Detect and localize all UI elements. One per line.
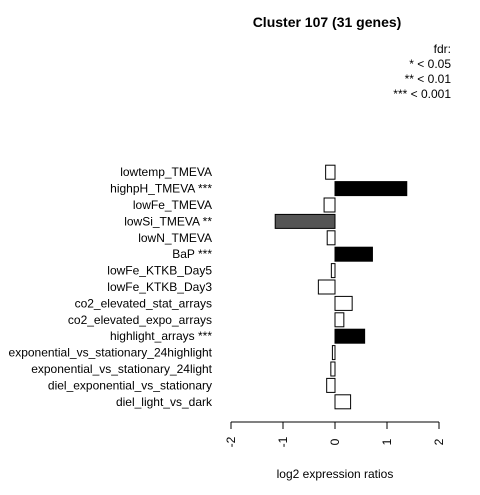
category-labels: lowtemp_TMEVA highpH_TMEVA *** lowFe_TMEVA… bbox=[9, 165, 213, 409]
category-label: lowN_TMEVA bbox=[138, 231, 212, 245]
bar bbox=[325, 164, 336, 180]
bar bbox=[334, 394, 352, 410]
bar bbox=[330, 263, 336, 279]
category-label: diel_exponential_vs_stationary bbox=[48, 378, 212, 392]
category-label: highpH_TMEVA *** bbox=[110, 182, 212, 196]
category-label: lowFe_KTKB_Day5 bbox=[107, 264, 212, 278]
legend-entry: *** < 0.001 bbox=[393, 87, 451, 101]
category-label: highlight_arrays *** bbox=[110, 329, 212, 343]
bar bbox=[331, 345, 336, 361]
legend: fdr:* < 0.05** < 0.01*** < 0.001 bbox=[393, 42, 451, 101]
x-tick-label: 2 bbox=[432, 438, 446, 445]
bar bbox=[323, 197, 336, 213]
category-label: lowSi_TMEVA ** bbox=[124, 214, 212, 228]
category-label: co2_elevated_expo_arrays bbox=[68, 313, 212, 327]
category-label: BaP *** bbox=[172, 247, 212, 261]
bar bbox=[274, 213, 336, 229]
category-label: lowFe_KTKB_Day3 bbox=[107, 280, 212, 294]
bar bbox=[326, 230, 336, 246]
category-label: lowtemp_TMEVA bbox=[120, 165, 212, 179]
x-tick-label: 1 bbox=[380, 438, 394, 445]
bar bbox=[334, 328, 366, 344]
x-tick-label: -1 bbox=[276, 436, 290, 447]
category-label: diel_light_vs_dark bbox=[116, 395, 213, 409]
x-tick-label: -2 bbox=[224, 436, 238, 447]
bar bbox=[334, 295, 353, 311]
bar bbox=[334, 181, 408, 197]
bar bbox=[330, 361, 336, 377]
x-axis-label: log2 expression ratios bbox=[277, 467, 394, 481]
category-label: exponential_vs_stationary_24highlight bbox=[9, 346, 213, 360]
category-label: lowFe_TMEVA bbox=[133, 198, 212, 212]
category-label: co2_elevated_stat_arrays bbox=[75, 296, 212, 310]
bar bbox=[317, 279, 336, 295]
bar bbox=[326, 377, 336, 393]
legend-entry: ** < 0.01 bbox=[405, 72, 452, 86]
x-axis: -2 -1 0 1 2 bbox=[224, 421, 446, 447]
legend-entry: * < 0.05 bbox=[409, 57, 451, 71]
x-tick-label: 0 bbox=[328, 438, 342, 445]
legend-entry: fdr: bbox=[434, 42, 451, 56]
bar bbox=[334, 246, 373, 262]
chart-title: Cluster 107 (31 genes) bbox=[253, 14, 402, 30]
bars bbox=[274, 164, 408, 410]
bar bbox=[334, 312, 345, 328]
category-label: exponential_vs_stationary_24light bbox=[31, 362, 212, 376]
